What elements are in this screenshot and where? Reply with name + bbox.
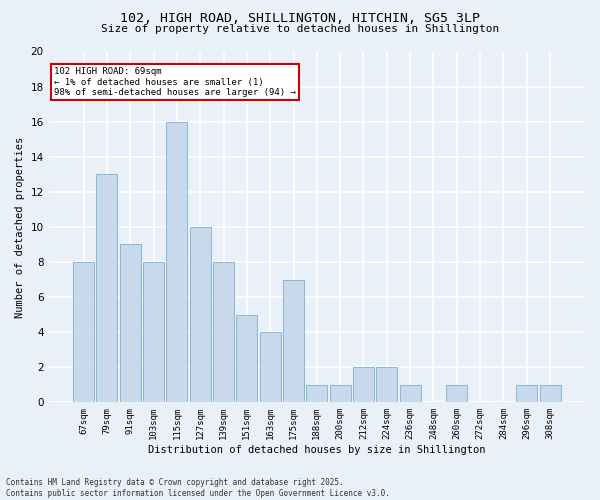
Text: 102, HIGH ROAD, SHILLINGTON, HITCHIN, SG5 3LP: 102, HIGH ROAD, SHILLINGTON, HITCHIN, SG… (120, 12, 480, 26)
Bar (283, 280, 304, 402)
Bar (400, 385, 421, 402)
Bar (446, 385, 467, 402)
Bar (166, 122, 187, 402)
Bar (376, 367, 397, 402)
Bar (353, 367, 374, 402)
Text: 102 HIGH ROAD: 69sqm
← 1% of detached houses are smaller (1)
98% of semi-detache: 102 HIGH ROAD: 69sqm ← 1% of detached ho… (54, 68, 296, 97)
Bar (190, 227, 211, 402)
Bar (236, 314, 257, 402)
Bar (143, 262, 164, 402)
Bar (539, 385, 560, 402)
Bar (213, 262, 234, 402)
Bar (73, 262, 94, 402)
Bar (307, 385, 328, 402)
Bar (97, 174, 118, 402)
Bar (329, 385, 350, 402)
Y-axis label: Number of detached properties: Number of detached properties (15, 136, 25, 318)
Bar (516, 385, 537, 402)
X-axis label: Distribution of detached houses by size in Shillington: Distribution of detached houses by size … (148, 445, 485, 455)
Bar (260, 332, 281, 402)
Text: Size of property relative to detached houses in Shillington: Size of property relative to detached ho… (101, 24, 499, 34)
Text: Contains HM Land Registry data © Crown copyright and database right 2025.
Contai: Contains HM Land Registry data © Crown c… (6, 478, 390, 498)
Bar (120, 244, 140, 402)
